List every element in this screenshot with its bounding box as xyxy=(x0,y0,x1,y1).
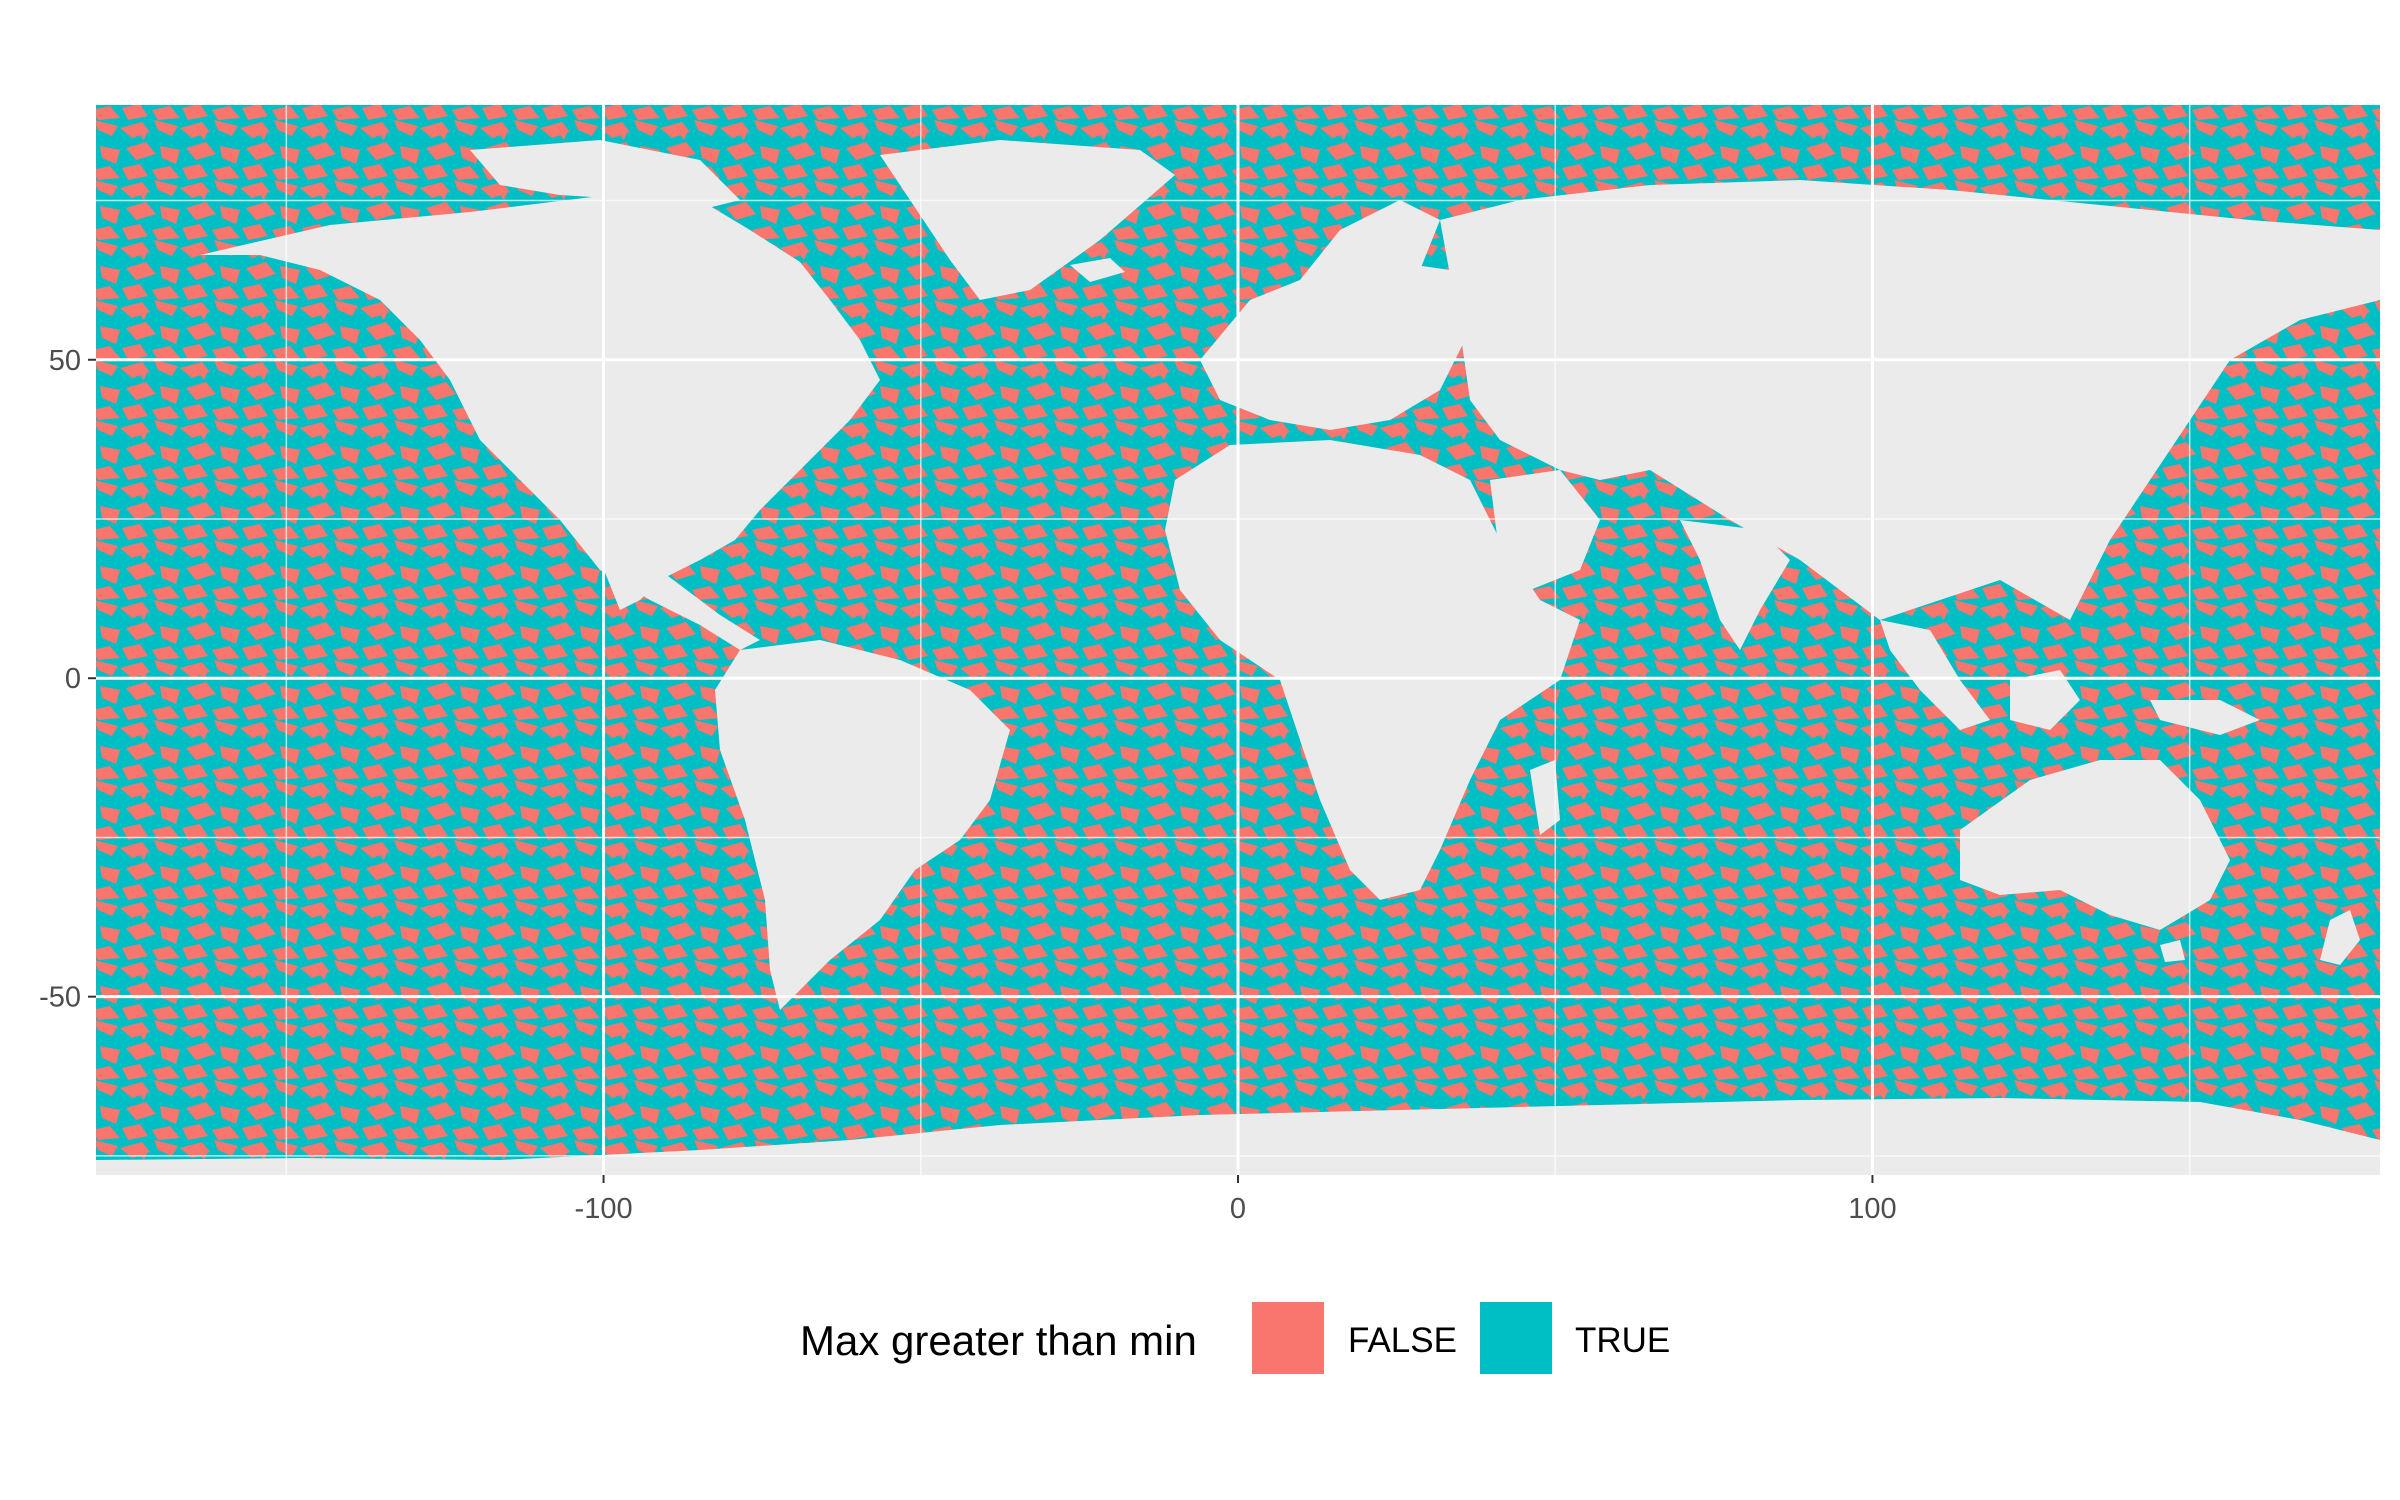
legend: Max greater than min FALSE TRUE xyxy=(800,1302,1670,1374)
x-tick-label: -100 xyxy=(575,1193,633,1225)
land-india xyxy=(1680,520,1790,650)
land-europe xyxy=(1200,260,1470,430)
y-tick-label: -50 xyxy=(39,982,81,1014)
y-tick-label: 0 xyxy=(65,663,81,695)
land-iceland xyxy=(1070,258,1125,282)
land-scandinavia xyxy=(1300,200,1440,290)
legend-label-false: FALSE xyxy=(1348,1321,1457,1360)
land-new-guinea xyxy=(2150,700,2260,735)
x-tick-label: 0 xyxy=(1230,1193,1246,1225)
land-africa xyxy=(1165,440,1580,900)
x-tick-label: 100 xyxy=(1848,1193,1896,1225)
land-arabia xyxy=(1490,470,1600,590)
land-central-america xyxy=(560,520,760,650)
land-new-zealand xyxy=(2320,910,2360,965)
land-madagascar xyxy=(1530,760,1560,835)
legend-swatch-true xyxy=(1480,1302,1552,1374)
legend-title: Max greater than min xyxy=(800,1317,1197,1364)
land-borneo xyxy=(2010,670,2080,730)
y-tick-label: 50 xyxy=(49,345,81,377)
land-southeast-asia xyxy=(1880,620,1990,730)
land-japan xyxy=(2110,380,2150,470)
land-asia xyxy=(1440,180,2380,620)
land-masses xyxy=(96,140,2380,1175)
land-north-america xyxy=(200,196,880,610)
grid-lines xyxy=(96,105,2380,1175)
y-axis: -50 0 50 xyxy=(39,345,96,1014)
land-south-america xyxy=(715,640,1010,1010)
land-tasmania xyxy=(2160,940,2185,962)
land-australia xyxy=(1960,760,2230,930)
legend-label-true: TRUE xyxy=(1575,1321,1670,1360)
land-greenland xyxy=(880,140,1175,300)
x-axis: -100 0 100 xyxy=(575,1175,1897,1225)
legend-swatch-false xyxy=(1252,1302,1324,1374)
